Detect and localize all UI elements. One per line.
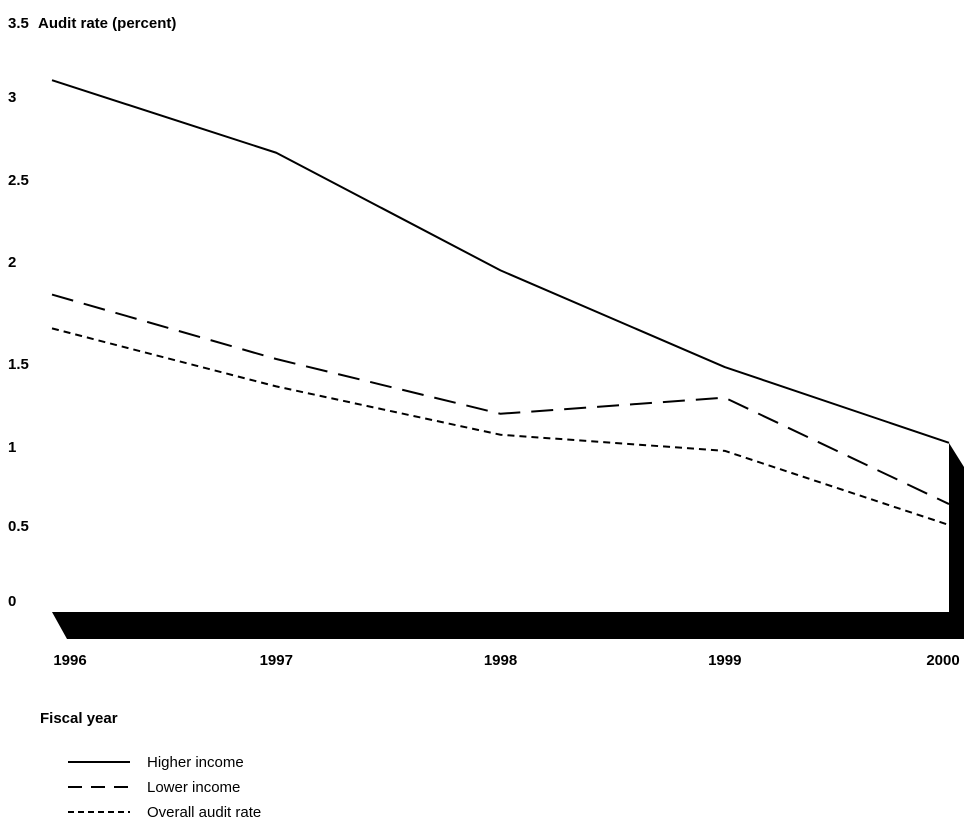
y-tick-label: 0 [8,593,16,610]
legend-label: Higher income [147,754,244,771]
y-axis-ticks: 0 0.5 1 1.5 2 2.5 3 3.5 [8,15,29,610]
y-tick-label: 0.5 [8,518,29,535]
x-tick-label: 1999 [708,652,741,669]
series-line-lower-income [51,293,950,505]
y-tick-label: 2.5 [8,172,29,189]
series-line-overall-audit-rate [51,327,950,526]
legend: Higher income Lower income Overall audit r… [68,754,261,821]
series-line-higher-income [51,79,950,444]
x-tick-label: 1996 [53,652,86,669]
legend-label: Lower income [147,779,240,796]
legend-label: Overall audit rate [147,804,261,821]
y-tick-label: 3 [8,89,16,106]
y-tick-label: 1.5 [8,356,29,373]
x-axis-title: Fiscal year [40,710,118,727]
y-tick-label: 2 [8,254,16,271]
y-tick-label: 3.5 [8,15,29,32]
x-tick-label: 1997 [260,652,293,669]
y-tick-label: 1 [8,439,16,456]
x-axis-ticks: 1996 1997 1998 1999 2000 [53,652,959,669]
chart-floor [52,443,964,639]
x-tick-label: 1998 [484,652,517,669]
x-tick-label: 2000 [926,652,959,669]
series-lines [51,79,950,526]
y-axis-title: Audit rate (percent) [38,15,176,32]
